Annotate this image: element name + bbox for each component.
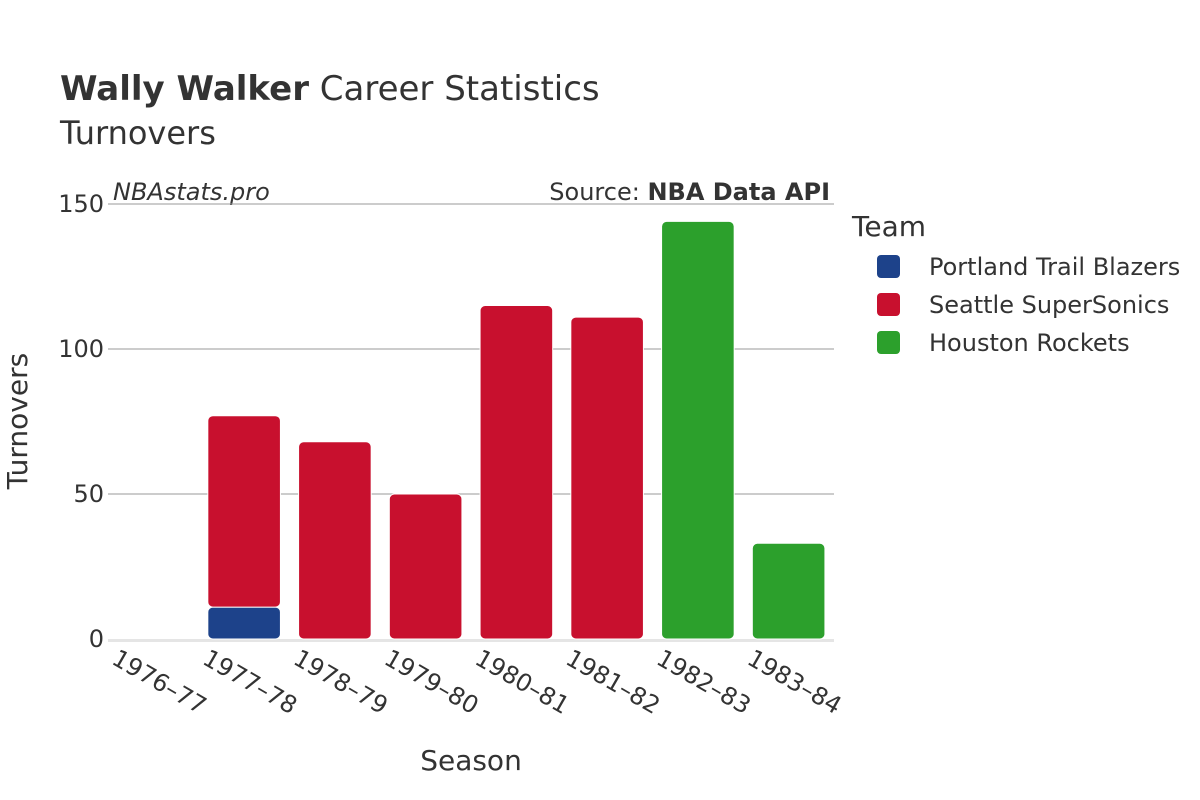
legend-items: Portland Trail Blazers Seattle SuperSonic… (877, 253, 1180, 357)
legend-swatch (877, 331, 900, 354)
bar-seattle-supersonics (479, 305, 554, 640)
bar-portland-trail-blazers (207, 606, 281, 640)
bar-houston-rockets (661, 220, 735, 640)
x-tick-label: 1983–84 (743, 644, 847, 720)
source-prefix: Source: (549, 178, 647, 206)
bar-seattle-supersonics (298, 441, 372, 640)
bar-seattle-supersonics (388, 493, 463, 640)
chart-title: Wally Walker Career Statistics (60, 69, 600, 109)
bar-seattle-supersonics (570, 316, 644, 640)
x-tick-label: 1979–80 (380, 644, 484, 720)
chart-subtitle: Turnovers (59, 114, 216, 152)
x-axis-title: Season (420, 744, 522, 777)
y-tick-labels: 0 50 100 150 (58, 190, 104, 653)
legend-swatch (877, 255, 900, 278)
y-axis-title: Turnovers (1, 353, 34, 490)
y-tick-label: 0 (89, 625, 104, 653)
legend-label: Portland Trail Blazers (929, 253, 1180, 281)
watermark: NBAstats.pro (113, 178, 270, 206)
bars (207, 220, 826, 640)
legend-swatch (877, 293, 900, 316)
x-tick-label: 1982–83 (652, 644, 756, 720)
x-tick-label: 1980–81 (470, 644, 574, 720)
title-suffix: Career Statistics (309, 69, 600, 109)
y-tick-label: 50 (73, 480, 104, 508)
x-tick-labels: 1976–771977–781978–791979–801980–811981–… (107, 644, 846, 720)
bar-seattle-supersonics (207, 415, 281, 608)
y-tick-label: 100 (58, 335, 104, 363)
y-tick-label: 150 (58, 190, 104, 218)
x-tick-label: 1977–78 (198, 644, 302, 720)
legend: Team Portland Trail Blazers Seattle Super… (851, 210, 1180, 357)
legend-label: Houston Rockets (929, 329, 1130, 357)
source-credit: Source: NBA Data API (549, 178, 830, 206)
legend-title: Team (851, 210, 926, 243)
player-name: Wally Walker (60, 69, 309, 109)
x-tick-label: 1978–79 (289, 644, 393, 720)
source-name: NBA Data API (647, 178, 830, 206)
bar-houston-rockets (751, 542, 826, 640)
legend-label: Seattle SuperSonics (929, 291, 1169, 319)
x-tick-label: 1981–82 (561, 644, 665, 720)
x-tick-label: 1976–77 (107, 644, 211, 720)
